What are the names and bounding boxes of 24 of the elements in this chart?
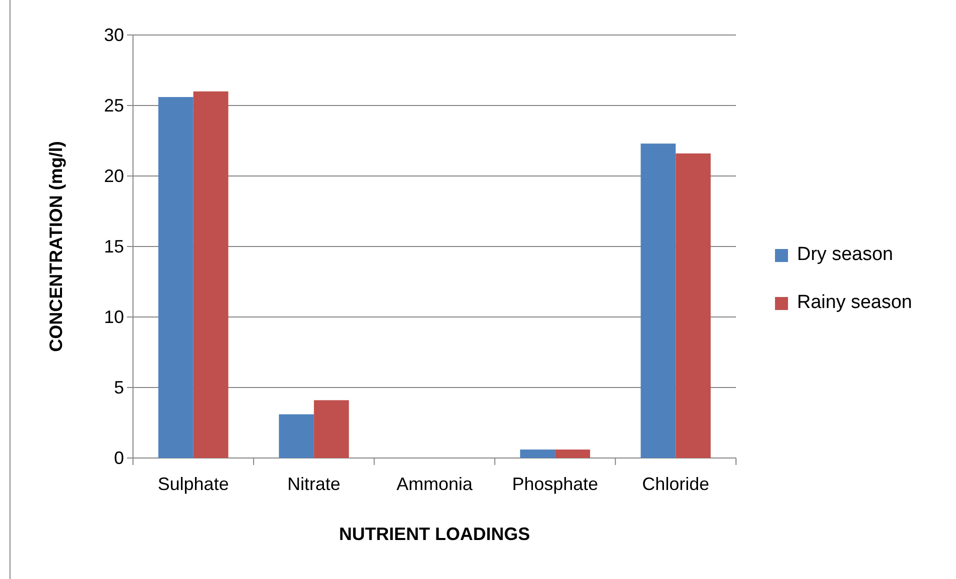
x-tick-label: Chloride xyxy=(642,474,710,494)
x-tick-label: Nitrate xyxy=(287,474,340,494)
y-tick-label: 0 xyxy=(114,448,124,468)
bar xyxy=(555,450,590,458)
legend-label: Dry season xyxy=(797,244,894,265)
bar xyxy=(520,450,556,458)
x-tick-label: Sulphate xyxy=(158,474,229,494)
y-tick-label: 10 xyxy=(104,306,124,327)
bar xyxy=(278,414,314,458)
y-tick-label: 20 xyxy=(104,166,124,186)
y-tick-label: 5 xyxy=(114,377,124,398)
bar xyxy=(676,153,711,458)
bar xyxy=(640,144,676,458)
bar xyxy=(158,97,194,458)
bar xyxy=(193,91,228,458)
bar xyxy=(314,400,349,458)
y-tick-label: 15 xyxy=(104,236,124,256)
y-tick-label: 25 xyxy=(104,95,124,116)
y-tick-label: 30 xyxy=(104,24,124,45)
x-tick-label: Ammonia xyxy=(396,474,474,494)
x-axis-title: NUTRIENT LOADINGS xyxy=(339,524,530,544)
x-tick-label: Phosphate xyxy=(512,474,598,494)
y-axis-title: CONCENTRATION (mg/l) xyxy=(46,141,66,352)
legend-label: Rainy season xyxy=(797,292,912,313)
